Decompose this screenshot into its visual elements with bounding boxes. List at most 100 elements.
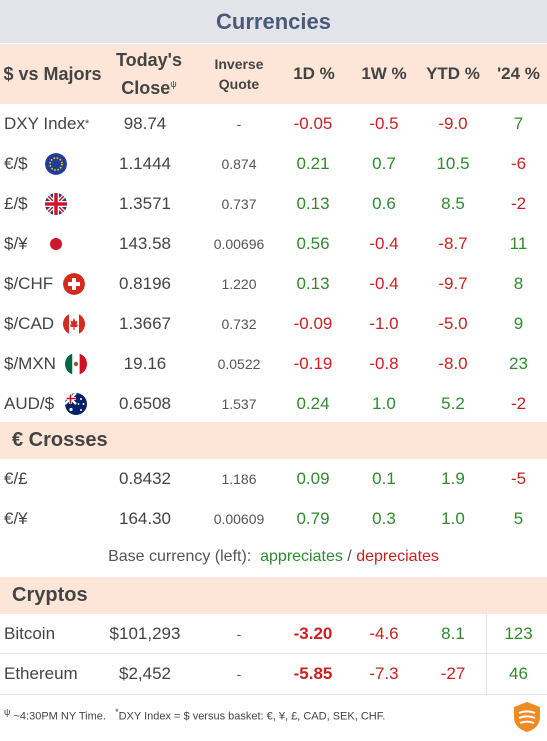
australia-flag-icon [65,393,87,415]
header-close: Today's Closeψ [116,50,182,98]
swiss-flag-icon [63,273,85,295]
section-crosses: € Crosses [0,422,547,459]
change-ytd: 1.0 [441,509,465,528]
table-row: Ethereum $2,452 - -5.85 -7.3 -27 46 [0,654,547,694]
header-ytd: YTD % [426,64,480,83]
change-2024: 5 [513,509,524,528]
footnote-time: ~4:30PM NY Time. [13,710,106,723]
change-1d: 0.79 [296,509,330,528]
change-1w: -4.6 [369,624,399,643]
header-inverse: Inverse Quote [214,56,264,92]
change-1d: -0.19 [293,354,333,373]
section-cryptos: Cryptos [0,577,547,614]
uk-flag-icon [45,193,67,215]
table-row: €/£ 0.8432 1.186 0.09 0.1 1.9 -5 [0,459,547,499]
inverse-value: 0.874 [221,156,257,172]
row-label: $/CHF [4,274,54,293]
change-1d: 0.13 [296,194,330,213]
change-ytd: -8.7 [438,234,468,253]
row-divider [0,653,547,654]
footnote-dxy: DXY Index = $ versus basket: €, ¥, £, CA… [118,710,386,723]
section-title: Cryptos [12,584,88,606]
inverse-value: - [236,666,242,682]
close-value: 1.3667 [119,314,171,333]
close-value: $2,452 [119,664,171,683]
change-1d: -5.85 [293,664,333,683]
row-label: €/$ [4,154,28,173]
table-row: $/¥ 143.58 0.00696 0.56 -0.4 -8.7 11 [0,224,547,264]
change-1d: 0.56 [296,234,330,253]
change-2024: -2 [510,194,527,213]
change-ytd: -9.7 [438,274,468,293]
change-ytd: 8.1 [441,624,465,643]
footer-divider [0,694,547,695]
row-label: £/$ [4,194,28,213]
inverse-value: 1.220 [221,276,257,292]
table-row: DXY Index * 98.74 - -0.05 -0.5 -9.0 7 [0,104,547,144]
change-2024: -5 [510,469,527,488]
change-1w: 0.7 [372,154,396,173]
change-1d: -0.05 [293,114,333,133]
table-row: €/¥ 164.30 0.00609 0.79 0.3 1.0 5 [0,499,547,539]
row-label: DXY Index * [4,114,90,133]
change-1w: -0.4 [369,274,399,293]
row-label: Bitcoin [4,624,56,643]
row-label: $/CAD [4,314,55,333]
change-ytd: -27 [440,664,466,683]
color-legend: Base currency (left): appreciates / depr… [0,538,547,576]
mexico-flag-icon [65,353,87,375]
change-2024: 7 [513,114,524,133]
legend-appreciates: appreciates [260,548,343,565]
inverse-value: 0.732 [221,316,257,332]
change-1d: 0.13 [296,274,330,293]
legend-prefix: Base currency (left): [108,548,252,565]
row-label: Ethereum [4,664,78,683]
change-1w: -1.0 [369,314,399,333]
legend-depreciates: depreciates [356,548,439,565]
close-value: 1.1444 [119,154,171,173]
table-row: Bitcoin $101,293 - -3.20 -4.6 8.1 123 [0,614,547,654]
inverse-value: 0.00696 [213,236,265,252]
header-2024: '24 % [497,64,540,83]
table-row: $/MXN 19.16 0.0522 -0.19 -0.8 -8.0 23 [0,344,547,384]
change-1w: -0.4 [369,234,399,253]
change-1d: -0.09 [293,314,333,333]
change-1d: 0.09 [296,469,330,488]
change-1w: 1.0 [372,394,396,413]
change-1d: -3.20 [293,624,333,643]
change-ytd: 5.2 [441,394,465,413]
footnote-mark: ψ [4,707,11,717]
change-1d: 0.24 [296,394,330,413]
change-1w: 0.3 [372,509,396,528]
change-ytd: 10.5 [436,154,470,173]
table-row: $/CAD 1.3667 0.732 -0.09 -1.0 -5.0 9 [0,304,547,344]
table-row: $/CHF 0.8196 1.220 0.13 -0.4 -9.7 8 [0,264,547,304]
close-value: 164.30 [119,509,171,528]
table-row: AUD/$ 0.6508 1.537 0.24 1.0 5.2 -2 [0,384,547,424]
section-title: € Crosses [12,429,108,451]
close-value: 143.58 [119,234,171,253]
inverse-value: 1.537 [221,396,257,412]
change-ytd: -9.0 [438,114,468,133]
change-ytd: -5.0 [438,314,468,333]
change-2024: 8 [513,274,524,293]
brand-logo-icon [512,701,542,733]
change-1w: -7.3 [369,664,399,683]
title-bar: Currencies [0,0,547,43]
canada-flag-icon [63,313,85,335]
inverse-value: 0.737 [221,196,257,212]
change-2024: -2 [510,394,527,413]
change-2024: 123 [504,624,533,643]
change-2024: 23 [509,354,528,373]
eu-flag-icon [45,153,67,175]
inverse-value: 1.186 [221,471,257,487]
row-label: €/¥ [4,509,28,528]
change-1w: -0.8 [369,354,399,373]
header-1d: 1D % [293,64,335,83]
close-value: $101,293 [109,624,181,643]
column-divider [486,614,487,694]
change-1w: 0.1 [372,469,396,488]
table-row: €/$ 1.1444 0.874 0.21 0.7 10.5 -6 [0,144,547,184]
close-value: 0.8196 [119,274,171,293]
change-1d: 0.21 [296,154,330,173]
